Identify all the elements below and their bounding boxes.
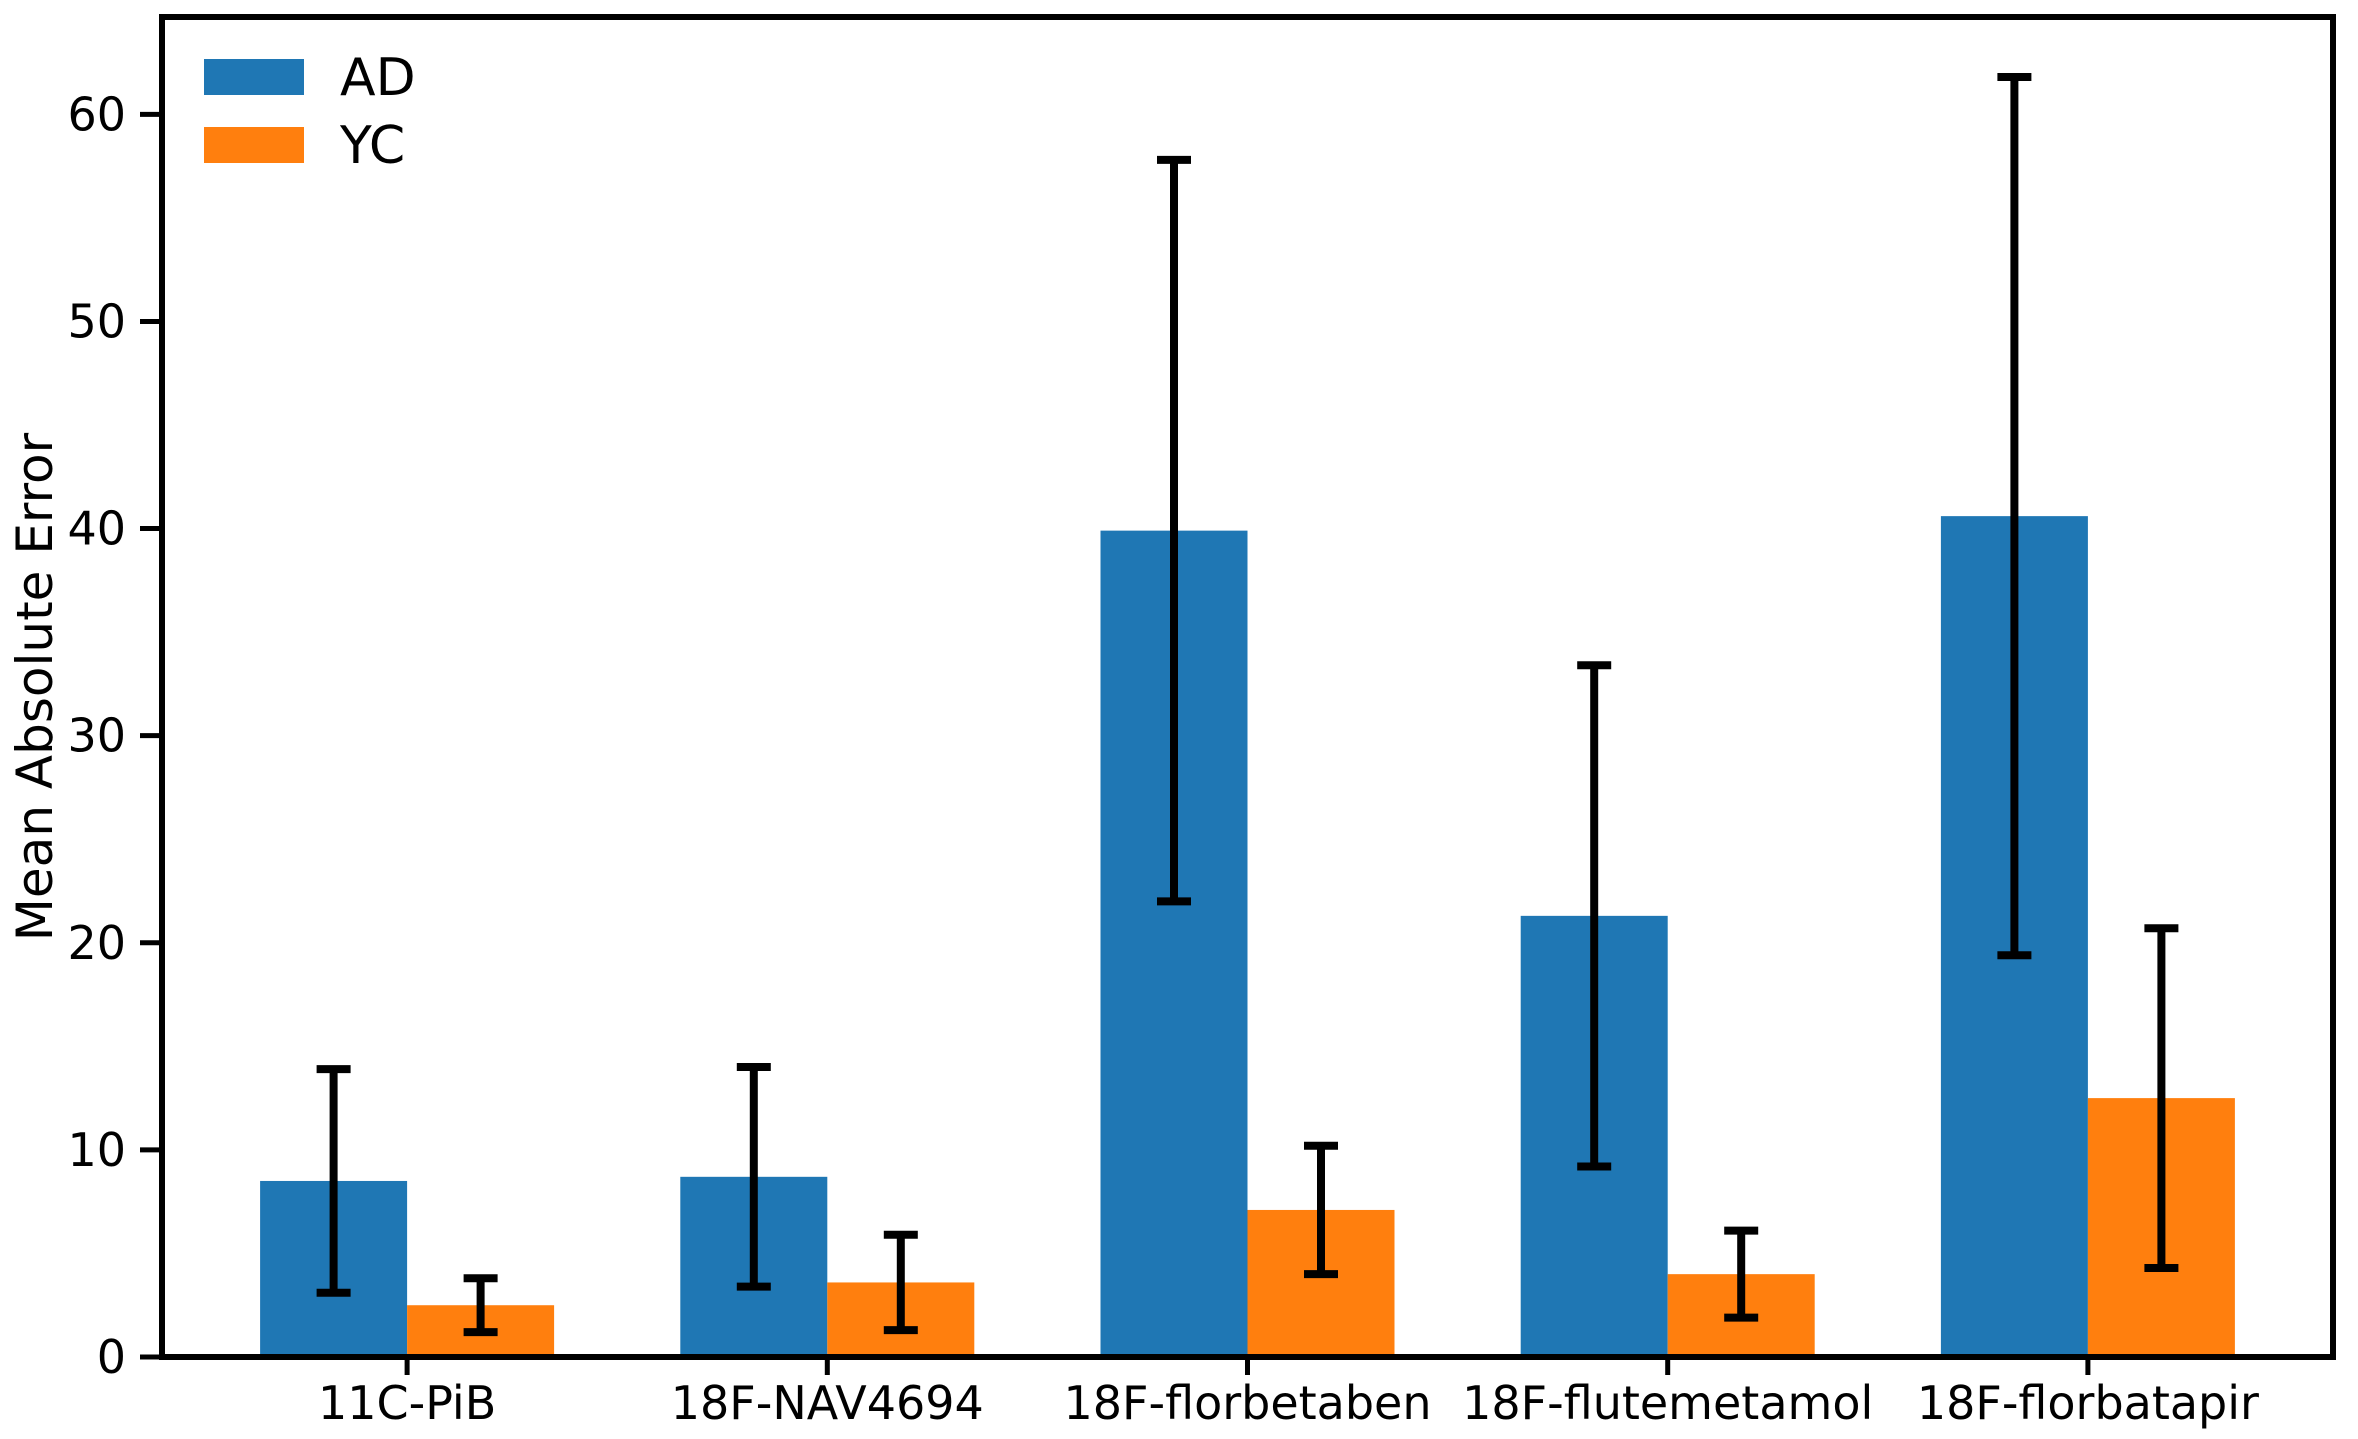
y-axis-label: Mean Absolute Error xyxy=(6,432,64,941)
y-tick-label-50: 50 xyxy=(67,294,126,348)
x-tick-label-18F-flutemetamol: 18F-flutemetamol xyxy=(1462,1376,1873,1430)
legend-swatch-YC xyxy=(204,127,304,163)
x-tick-label-18F-NAV4694: 18F-NAV4694 xyxy=(671,1376,984,1430)
x-tick-label-11C-PiB: 11C-PiB xyxy=(318,1376,496,1430)
x-tick-label-18F-florbatapir: 18F-florbatapir xyxy=(1917,1376,2259,1430)
y-tick-label-40: 40 xyxy=(67,502,126,556)
y-tick-label-0: 0 xyxy=(97,1330,126,1384)
legend-swatch-AD xyxy=(204,59,304,95)
legend-label-YC: YC xyxy=(339,116,405,176)
y-tick-label-60: 60 xyxy=(67,87,126,141)
legend-label-AD: AD xyxy=(340,48,416,108)
x-tick-label-18F-florbetaben: 18F-florbetaben xyxy=(1064,1376,1432,1430)
y-tick-label-20: 20 xyxy=(67,916,126,970)
y-tick-label-30: 30 xyxy=(67,709,126,763)
y-tick-label-10: 10 xyxy=(67,1123,126,1177)
plot-area: 0 10 20 30 40 50 60 11C-PiB 18F-NAV4694 18F-florb… xyxy=(67,14,2336,1430)
